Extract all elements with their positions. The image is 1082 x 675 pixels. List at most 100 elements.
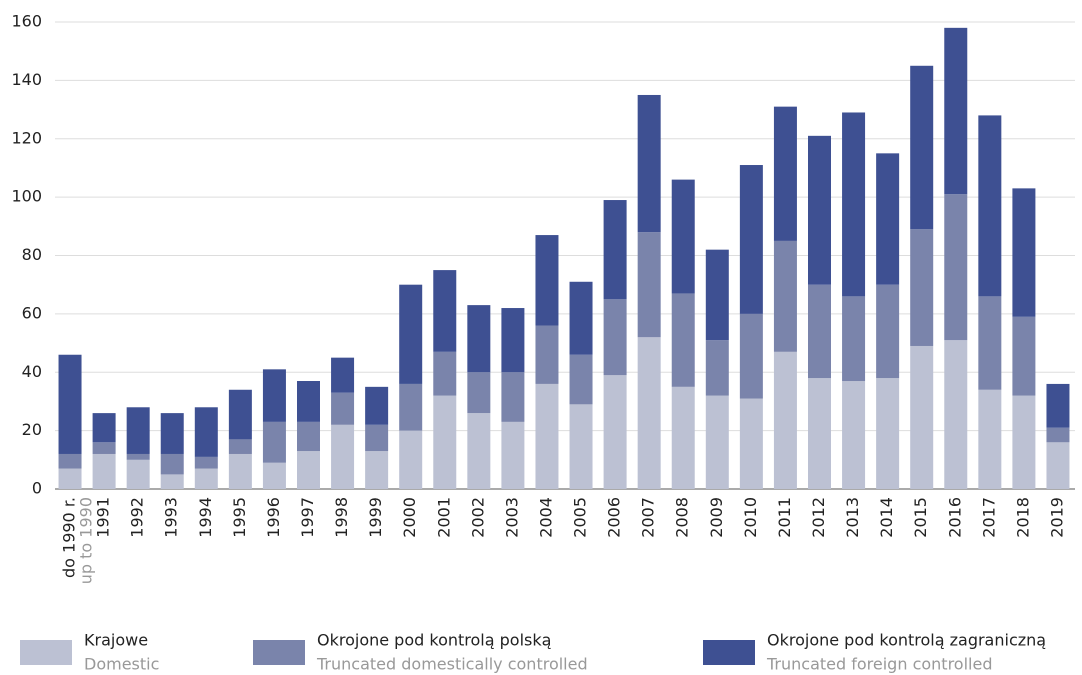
bar-segment [1046, 427, 1070, 443]
bar-segment [978, 389, 1002, 489]
legend-swatch [253, 640, 305, 665]
bar-segment [978, 296, 1002, 390]
x-tick-label: 2016 [945, 497, 964, 538]
bar-segment [92, 442, 116, 454]
legend-sublabel: Truncated domestically controlled [316, 655, 588, 674]
bar-segment [1012, 395, 1036, 489]
x-tick-label: 2008 [673, 497, 692, 538]
bar-segment [297, 451, 320, 489]
x-tick-label: 1998 [332, 497, 351, 538]
x-tick-label: 2010 [741, 497, 760, 538]
bar-segment [535, 325, 559, 384]
y-tick-label: 40 [22, 362, 42, 381]
bar-segment [603, 375, 627, 489]
bar-segment [842, 296, 866, 382]
bar-segment [705, 395, 729, 489]
bar-segment [773, 106, 797, 241]
bar-segment [1012, 316, 1036, 396]
y-tick-label: 160 [11, 12, 42, 31]
x-tick-sublabel: up to 1990 [77, 497, 96, 584]
bar-segment [58, 453, 82, 469]
bar-segment [1046, 442, 1070, 489]
bar-segment [433, 351, 457, 396]
bar-segment [637, 337, 661, 489]
bar-segment [126, 407, 150, 454]
bar-segment [944, 27, 968, 195]
bar-segment [501, 308, 525, 373]
bar-segment [365, 386, 389, 425]
y-tick-label: 80 [22, 245, 42, 264]
bar-segment [194, 468, 218, 489]
legend-sublabel: Truncated foreign controlled [766, 655, 992, 674]
bar-segment [228, 389, 252, 440]
bar-segment [705, 340, 729, 396]
bar-segment [1012, 188, 1036, 317]
legend-swatch [20, 640, 72, 665]
bar-segment [194, 407, 218, 457]
bar-segment [467, 413, 491, 489]
bar-segment [1046, 383, 1070, 428]
bar-segment [399, 430, 423, 489]
x-tick-label: 2006 [605, 497, 624, 538]
y-tick-label: 0 [32, 479, 42, 498]
bar-segment [773, 240, 797, 352]
x-tick-label: 1997 [298, 497, 317, 538]
bar-segment [808, 378, 831, 489]
bar-segment [569, 281, 593, 355]
x-tick-label: 2000 [400, 497, 419, 538]
y-tick-label: 20 [22, 420, 42, 439]
bar-segment [944, 194, 968, 341]
bar-segment [399, 284, 423, 384]
bar-segment [297, 381, 320, 422]
bar-segment [603, 200, 627, 300]
bar-segment [433, 395, 457, 489]
bar-segment [365, 451, 389, 489]
bar-segment [433, 270, 457, 352]
bar-segment [671, 179, 695, 294]
bar-segment [58, 354, 82, 454]
bar-segment [126, 459, 150, 489]
bar-segment [160, 413, 184, 454]
bar-segment [92, 453, 116, 489]
bar-segment [842, 381, 866, 489]
bar-segment [535, 235, 559, 326]
bar-segment [467, 372, 491, 414]
y-tick-label: 140 [11, 70, 42, 89]
x-tick-label: 2001 [434, 497, 453, 538]
x-tick-label: 2004 [536, 497, 555, 538]
legend-swatch [703, 640, 755, 665]
x-tick-label: 1999 [366, 497, 385, 538]
x-tick-label: 2014 [877, 497, 896, 538]
bar-segment [671, 386, 695, 489]
bar-segment [331, 424, 355, 489]
bar-segment [739, 165, 763, 314]
bar-segment [228, 439, 252, 454]
x-tick-label: 2017 [979, 497, 998, 538]
bar-segment [331, 392, 355, 425]
bar-segment [535, 383, 559, 489]
x-tick-label: 1996 [264, 497, 283, 538]
x-tick-label: 2002 [468, 497, 487, 538]
bar-segment [262, 462, 286, 489]
bar-segment [671, 293, 695, 387]
bar-segment [637, 94, 661, 233]
bar-segment [808, 135, 831, 285]
bar-segment [262, 421, 286, 463]
bar-segment [399, 383, 423, 431]
bar-segment [876, 378, 900, 489]
bar-segment [910, 65, 934, 230]
bar-segment [331, 357, 355, 393]
bar-segment [92, 413, 116, 443]
bar-segment [160, 453, 184, 475]
x-tick-label: 2012 [809, 497, 828, 538]
bar-segment [262, 369, 286, 422]
x-tick-label: 2003 [502, 497, 521, 538]
legend-sublabel: Domestic [84, 655, 159, 674]
x-tick-label: 2015 [911, 497, 930, 538]
bar-segment [739, 313, 763, 399]
x-tick-label: do 1990 r. [60, 497, 79, 578]
x-tick-label: 2019 [1047, 497, 1066, 538]
x-tick-label: 2013 [843, 497, 862, 538]
y-tick-label: 60 [22, 303, 42, 322]
